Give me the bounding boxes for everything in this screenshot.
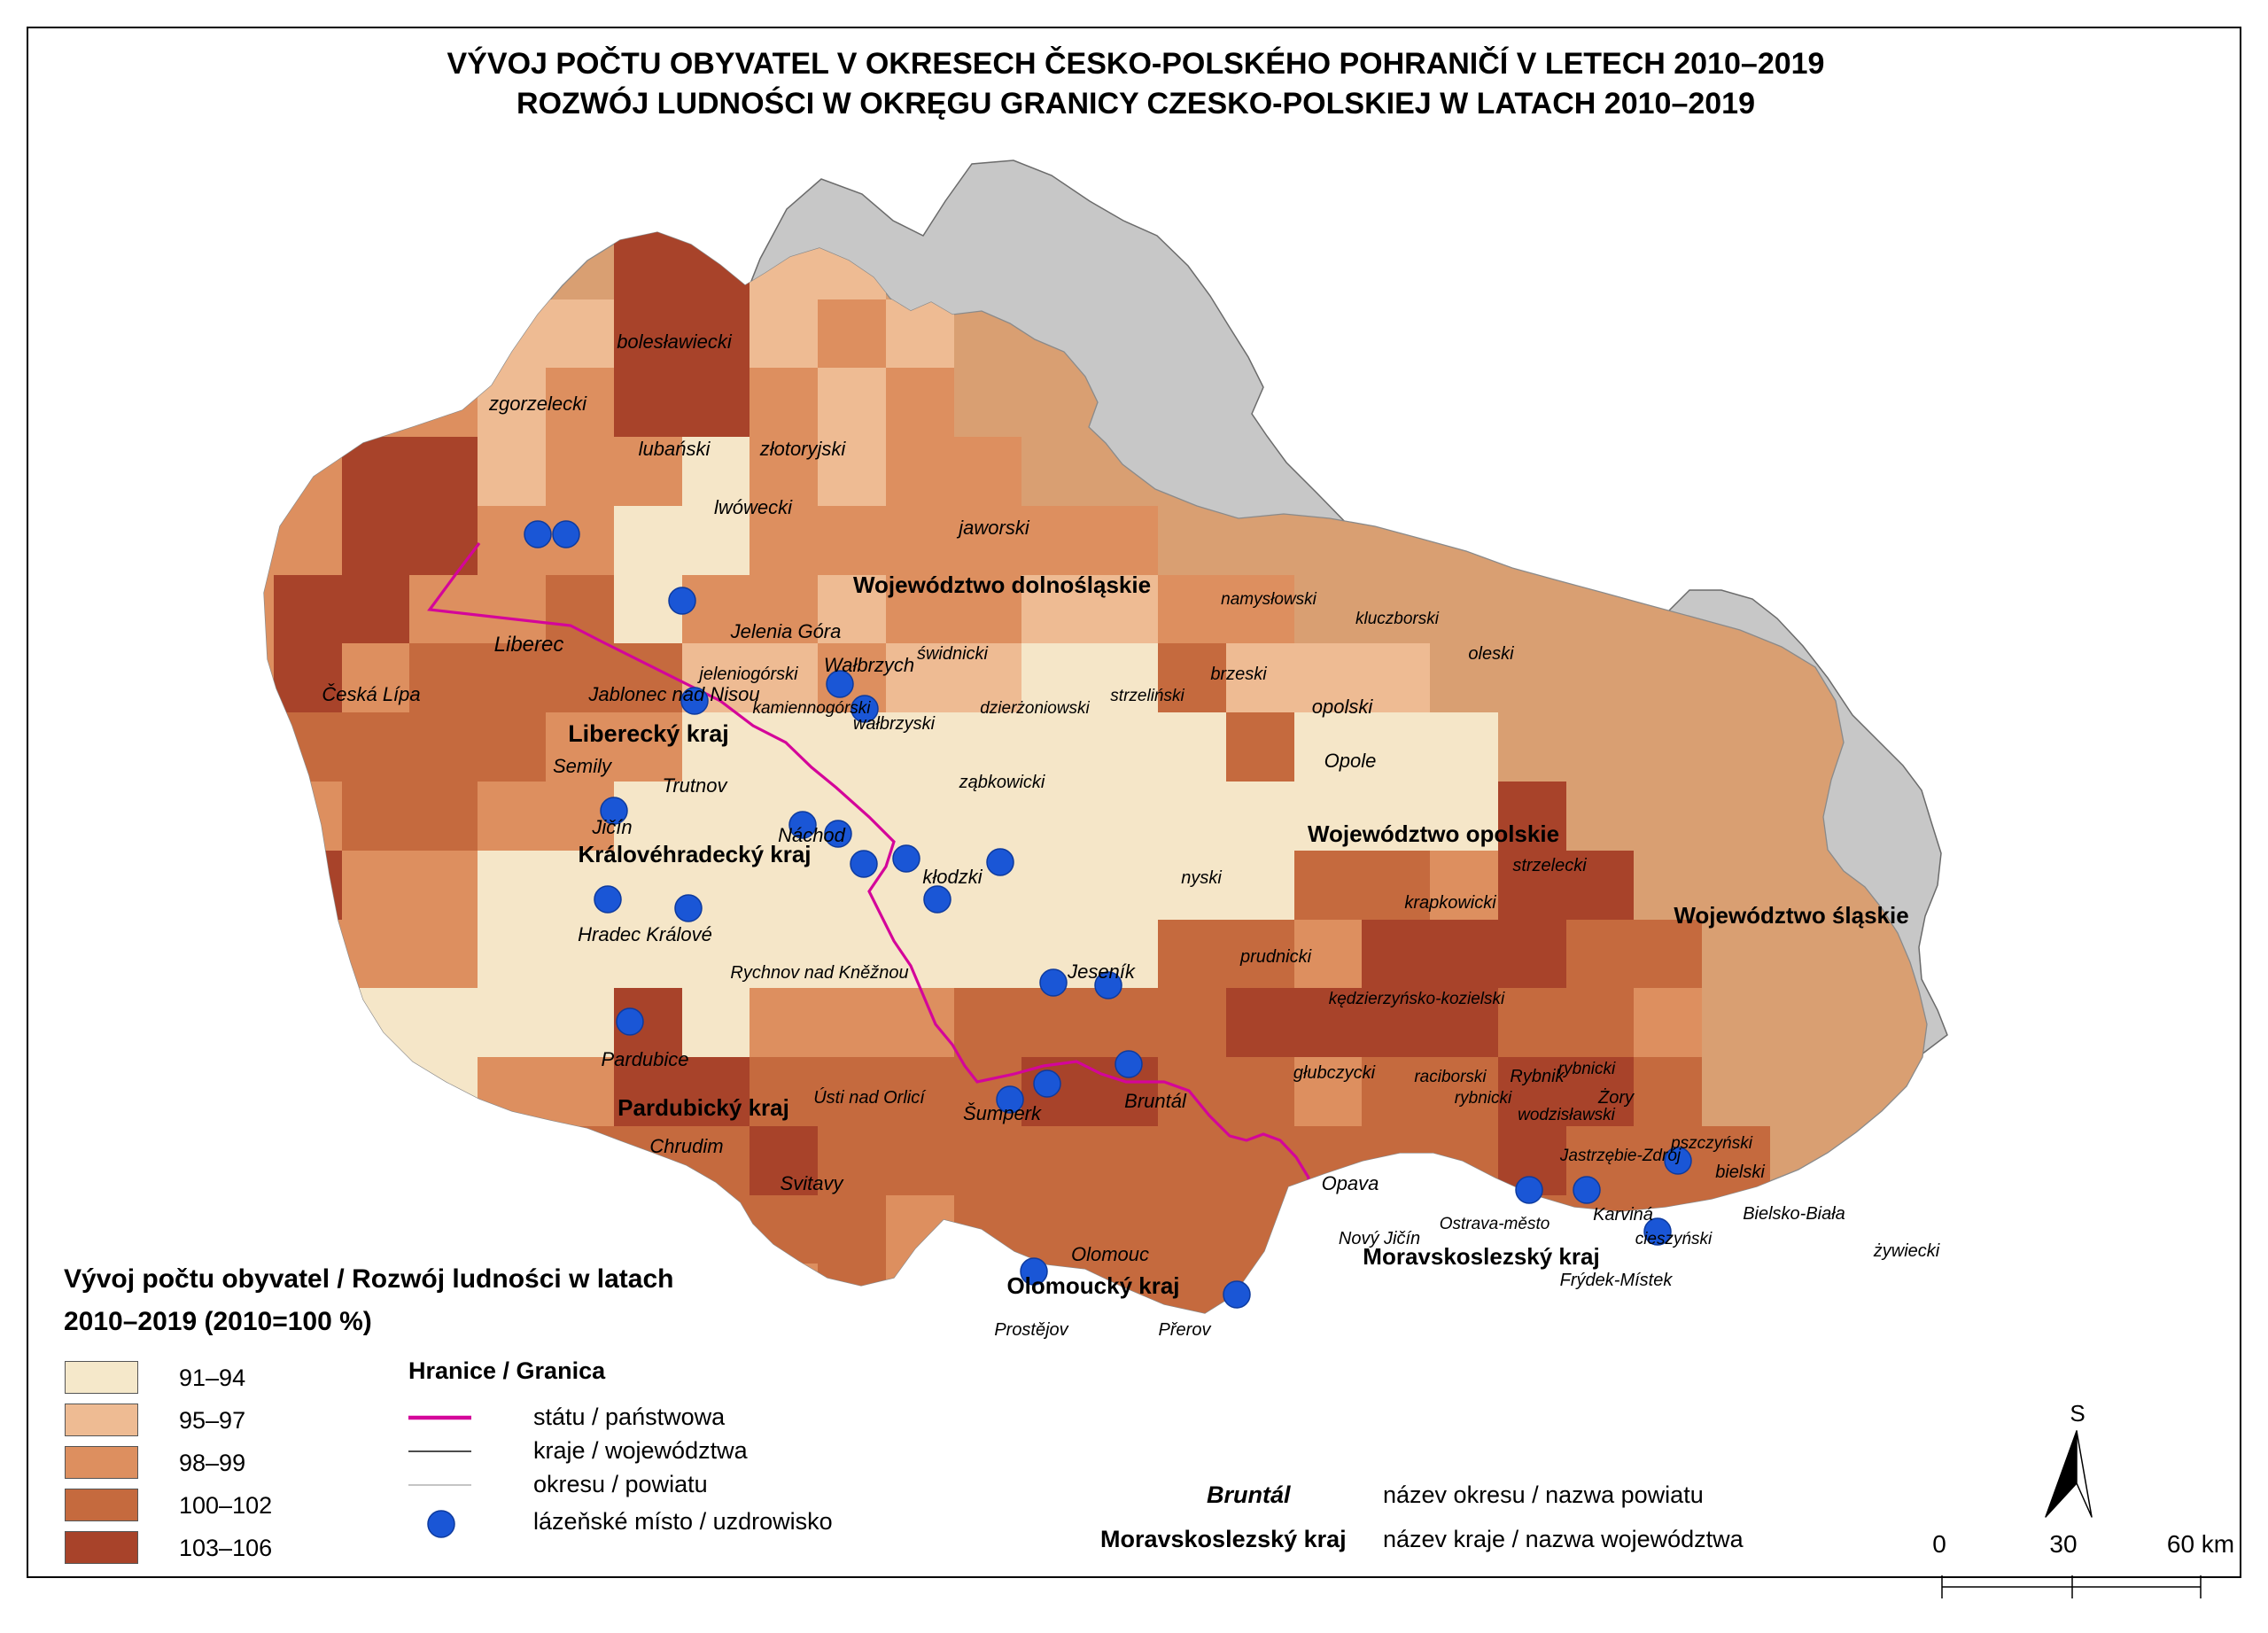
svg-text:Rychnov nad Kněžnou: Rychnov nad Kněžnou xyxy=(730,963,908,983)
svg-text:lubański: lubański xyxy=(639,438,711,460)
svg-text:Ostrava-město: Ostrava-město xyxy=(1440,1215,1550,1233)
svg-text:Královéhradecký kraj: Královéhradecký kraj xyxy=(578,841,811,867)
svg-text:głubczycki: głubczycki xyxy=(1293,1063,1376,1083)
svg-text:jaworski: jaworski xyxy=(956,517,1030,539)
svg-text:Jelenia Góra: Jelenia Góra xyxy=(730,620,842,642)
svg-text:Nový Jičín: Nový Jičín xyxy=(1339,1229,1420,1248)
svg-text:raciborski: raciborski xyxy=(1414,1068,1487,1086)
svg-text:brzeski: brzeski xyxy=(1210,665,1267,684)
svg-text:jeleniogórski: jeleniogórski xyxy=(696,665,798,684)
svg-text:Województwo opolskie: Województwo opolskie xyxy=(1308,820,1559,847)
svg-text:Ústi nad Orlicí: Ústi nad Orlicí xyxy=(813,1087,927,1108)
svg-text:lwówecki: lwówecki xyxy=(714,496,793,518)
svg-text:Liberec: Liberec xyxy=(494,633,564,657)
svg-text:ząbkowicki: ząbkowicki xyxy=(959,773,1045,792)
svg-text:Šumperk: Šumperk xyxy=(963,1102,1042,1124)
svg-text:Svitavy: Svitavy xyxy=(781,1172,845,1194)
svg-text:Chrudim: Chrudim xyxy=(649,1135,723,1157)
svg-text:Opava: Opava xyxy=(1322,1172,1379,1194)
svg-text:strzeliński: strzeliński xyxy=(1110,687,1184,705)
svg-text:Hradec Králové: Hradec Králové xyxy=(578,923,712,945)
svg-text:Pardubický kraj: Pardubický kraj xyxy=(617,1094,789,1121)
svg-text:Olomouc: Olomouc xyxy=(1071,1243,1149,1265)
svg-text:Česká Lípa: Česká Lípa xyxy=(322,683,420,705)
svg-text:pszczyński: pszczyński xyxy=(1670,1134,1753,1153)
svg-text:dzierżoniowski: dzierżoniowski xyxy=(980,699,1090,718)
svg-text:Prostějov: Prostějov xyxy=(994,1320,1068,1340)
svg-text:Přerov: Přerov xyxy=(1159,1320,1212,1340)
svg-text:bielski: bielski xyxy=(1715,1163,1765,1182)
svg-text:kędzierzyńsko-kozielski: kędzierzyńsko-kozielski xyxy=(1329,990,1505,1008)
svg-text:Olomoucký kraj: Olomoucký kraj xyxy=(1006,1272,1179,1299)
svg-text:oleski: oleski xyxy=(1468,644,1514,664)
svg-text:krapkowicki: krapkowicki xyxy=(1404,893,1496,913)
svg-text:Jastrzębie-Zdrój: Jastrzębie-Zdrój xyxy=(1559,1147,1682,1165)
svg-text:Frýdek-Místek: Frýdek-Místek xyxy=(1560,1271,1674,1290)
svg-text:kluczborski: kluczborski xyxy=(1355,610,1440,628)
svg-text:strzelecki: strzelecki xyxy=(1512,856,1587,875)
svg-text:Jablonec nad Nisou: Jablonec nad Nisou xyxy=(587,683,759,705)
svg-text:cieszyński: cieszyński xyxy=(1635,1230,1713,1248)
svg-text:Liberecký kraj: Liberecký kraj xyxy=(568,720,729,747)
svg-text:rybnicki: rybnicki xyxy=(1455,1089,1512,1108)
svg-text:namysłowski: namysłowski xyxy=(1221,590,1317,609)
svg-text:30: 30 xyxy=(2049,1530,2077,1558)
svg-text:żywiecki: żywiecki xyxy=(1873,1241,1940,1261)
svg-text:opolski: opolski xyxy=(1312,696,1374,718)
svg-text:wałbrzyski: wałbrzyski xyxy=(853,714,936,734)
svg-text:prudnicki: prudnicki xyxy=(1239,947,1312,967)
svg-text:złotoryjski: złotoryjski xyxy=(759,438,847,460)
svg-text:Náchod: Náchod xyxy=(778,824,846,846)
svg-text:S: S xyxy=(2070,1400,2085,1427)
svg-text:0: 0 xyxy=(1932,1530,1946,1558)
svg-text:zgorzelecki: zgorzelecki xyxy=(488,393,587,415)
svg-text:Bruntál: Bruntál xyxy=(1124,1090,1187,1112)
svg-text:kłodzki: kłodzki xyxy=(922,866,983,888)
svg-text:świdnicki: świdnicki xyxy=(917,644,989,664)
svg-text:Bielsko-Biała: Bielsko-Biała xyxy=(1743,1204,1845,1224)
svg-text:Opole: Opole xyxy=(1324,750,1377,772)
svg-text:60 km: 60 km xyxy=(2167,1530,2234,1558)
svg-text:rybnicki: rybnicki xyxy=(1558,1060,1616,1078)
svg-text:Karviná: Karviná xyxy=(1593,1205,1653,1225)
svg-text:wodzisławski: wodzisławski xyxy=(1518,1106,1616,1124)
svg-text:Województwo śląskie: Województwo śląskie xyxy=(1674,902,1908,929)
svg-text:Pardubice: Pardubice xyxy=(601,1048,688,1070)
svg-text:Jeseník: Jeseník xyxy=(1067,960,1136,983)
svg-text:Jičín: Jičín xyxy=(591,816,632,838)
svg-text:Semily: Semily xyxy=(553,755,613,777)
svg-text:Żory: Żory xyxy=(1597,1088,1635,1108)
svg-text:bolesławiecki: bolesławiecki xyxy=(617,330,733,353)
svg-text:Rybnik: Rybnik xyxy=(1510,1067,1565,1086)
svg-text:Trutnov: Trutnov xyxy=(663,774,729,797)
svg-text:nyski: nyski xyxy=(1181,868,1222,888)
svg-text:Wałbrzych: Wałbrzych xyxy=(824,654,914,676)
svg-text:Województwo dolnośląskie: Województwo dolnośląskie xyxy=(853,572,1151,598)
